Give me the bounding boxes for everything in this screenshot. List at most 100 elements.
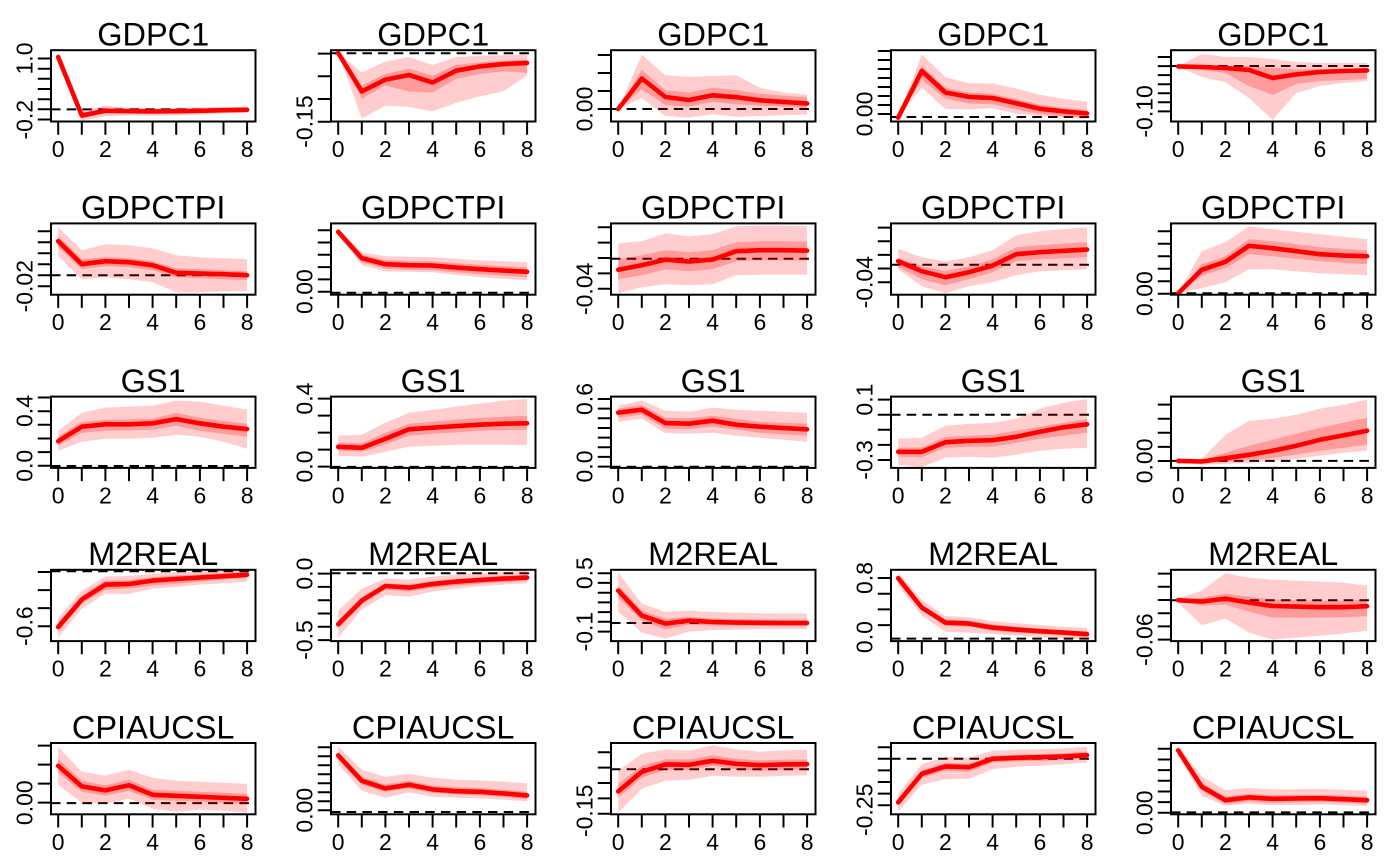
svg-text:0: 0 bbox=[1172, 829, 1185, 855]
svg-text:4: 4 bbox=[426, 829, 439, 855]
svg-text:8: 8 bbox=[1361, 829, 1374, 855]
svg-text:0: 0 bbox=[52, 829, 65, 855]
svg-text:4: 4 bbox=[1266, 309, 1279, 335]
svg-text:8: 8 bbox=[801, 136, 814, 162]
svg-text:8: 8 bbox=[241, 309, 254, 335]
svg-text:0: 0 bbox=[332, 656, 345, 682]
svg-text:2: 2 bbox=[1219, 829, 1232, 855]
svg-text:0: 0 bbox=[612, 136, 625, 162]
svg-text:0: 0 bbox=[612, 829, 625, 855]
svg-text:2: 2 bbox=[99, 656, 112, 682]
svg-text:0: 0 bbox=[52, 136, 65, 162]
svg-text:0: 0 bbox=[892, 136, 905, 162]
svg-text:-0.04: -0.04 bbox=[572, 262, 598, 315]
svg-text:-0.1: -0.1 bbox=[572, 612, 598, 652]
svg-text:0: 0 bbox=[1172, 309, 1185, 335]
svg-text:4: 4 bbox=[146, 482, 159, 508]
svg-text:0.5: 0.5 bbox=[572, 557, 598, 589]
svg-text:8: 8 bbox=[801, 482, 814, 508]
svg-text:2: 2 bbox=[659, 136, 672, 162]
svg-text:0: 0 bbox=[52, 309, 65, 335]
svg-text:6: 6 bbox=[1034, 482, 1047, 508]
svg-text:6: 6 bbox=[474, 136, 487, 162]
svg-text:GS1: GS1 bbox=[681, 363, 746, 399]
svg-text:6: 6 bbox=[194, 656, 207, 682]
svg-text:2: 2 bbox=[659, 482, 672, 508]
svg-text:2: 2 bbox=[1219, 656, 1232, 682]
svg-text:0.00: 0.00 bbox=[572, 87, 598, 132]
svg-text:-0.06: -0.06 bbox=[1132, 613, 1158, 665]
svg-text:2: 2 bbox=[379, 482, 392, 508]
svg-text:-0.6: -0.6 bbox=[12, 606, 38, 646]
svg-text:4: 4 bbox=[986, 136, 999, 162]
svg-text:6: 6 bbox=[194, 829, 207, 855]
svg-text:6: 6 bbox=[474, 656, 487, 682]
svg-text:0.0: 0.0 bbox=[292, 451, 318, 483]
svg-text:GDPCTPI: GDPCTPI bbox=[81, 190, 225, 226]
svg-text:M2REAL: M2REAL bbox=[368, 536, 498, 572]
svg-text:M2REAL: M2REAL bbox=[88, 536, 218, 572]
svg-text:4: 4 bbox=[706, 656, 719, 682]
svg-text:8: 8 bbox=[1361, 309, 1374, 335]
svg-text:8: 8 bbox=[1081, 829, 1094, 855]
svg-text:0: 0 bbox=[1172, 482, 1185, 508]
svg-text:8: 8 bbox=[241, 482, 254, 508]
svg-text:M2REAL: M2REAL bbox=[648, 536, 778, 572]
svg-text:4: 4 bbox=[146, 309, 159, 335]
svg-text:0: 0 bbox=[52, 482, 65, 508]
svg-text:8: 8 bbox=[1081, 309, 1094, 335]
svg-text:0: 0 bbox=[332, 829, 345, 855]
svg-text:6: 6 bbox=[1314, 829, 1327, 855]
svg-text:GS1: GS1 bbox=[121, 363, 186, 399]
svg-text:0.0: 0.0 bbox=[572, 451, 598, 483]
svg-text:GS1: GS1 bbox=[1241, 363, 1306, 399]
svg-text:GDPC1: GDPC1 bbox=[97, 17, 209, 53]
svg-text:6: 6 bbox=[194, 309, 207, 335]
svg-text:GS1: GS1 bbox=[961, 363, 1026, 399]
svg-text:0.00: 0.00 bbox=[292, 788, 318, 833]
svg-text:8: 8 bbox=[241, 656, 254, 682]
svg-text:GDPCTPI: GDPCTPI bbox=[361, 190, 505, 226]
svg-text:0: 0 bbox=[892, 309, 905, 335]
svg-text:8: 8 bbox=[1081, 656, 1094, 682]
svg-text:0: 0 bbox=[332, 309, 345, 335]
svg-text:4: 4 bbox=[1266, 482, 1279, 508]
svg-text:2: 2 bbox=[939, 656, 952, 682]
svg-text:4: 4 bbox=[146, 656, 159, 682]
svg-text:GDPCTPI: GDPCTPI bbox=[641, 190, 785, 226]
svg-text:2: 2 bbox=[939, 136, 952, 162]
svg-text:-0.2: -0.2 bbox=[12, 100, 38, 140]
svg-text:0.00: 0.00 bbox=[1132, 790, 1158, 835]
svg-text:2: 2 bbox=[379, 829, 392, 855]
svg-text:8: 8 bbox=[801, 309, 814, 335]
svg-text:0.00: 0.00 bbox=[292, 269, 318, 314]
svg-text:0.8: 0.8 bbox=[852, 562, 878, 594]
svg-text:4: 4 bbox=[986, 829, 999, 855]
svg-text:6: 6 bbox=[474, 482, 487, 508]
svg-text:8: 8 bbox=[1361, 656, 1374, 682]
svg-text:8: 8 bbox=[521, 656, 534, 682]
svg-text:GDPC1: GDPC1 bbox=[657, 17, 769, 53]
svg-text:0: 0 bbox=[892, 482, 905, 508]
svg-text:2: 2 bbox=[659, 309, 672, 335]
svg-text:0.6: 0.6 bbox=[572, 383, 598, 415]
svg-text:1.0: 1.0 bbox=[12, 43, 38, 75]
svg-text:2: 2 bbox=[939, 829, 952, 855]
svg-text:0: 0 bbox=[892, 656, 905, 682]
svg-text:8: 8 bbox=[521, 309, 534, 335]
svg-text:6: 6 bbox=[1034, 309, 1047, 335]
svg-text:CPIAUCSL: CPIAUCSL bbox=[632, 709, 795, 745]
svg-text:-0.02: -0.02 bbox=[12, 260, 38, 312]
svg-text:6: 6 bbox=[754, 309, 767, 335]
svg-text:8: 8 bbox=[1081, 136, 1094, 162]
svg-text:4: 4 bbox=[706, 829, 719, 855]
svg-text:-0.15: -0.15 bbox=[572, 785, 598, 837]
svg-text:2: 2 bbox=[939, 482, 952, 508]
svg-text:CPIAUCSL: CPIAUCSL bbox=[1192, 709, 1355, 745]
svg-text:8: 8 bbox=[801, 656, 814, 682]
svg-text:2: 2 bbox=[99, 829, 112, 855]
svg-text:6: 6 bbox=[194, 136, 207, 162]
svg-text:-0.04: -0.04 bbox=[852, 256, 878, 309]
svg-text:8: 8 bbox=[1361, 482, 1374, 508]
svg-text:0: 0 bbox=[52, 656, 65, 682]
